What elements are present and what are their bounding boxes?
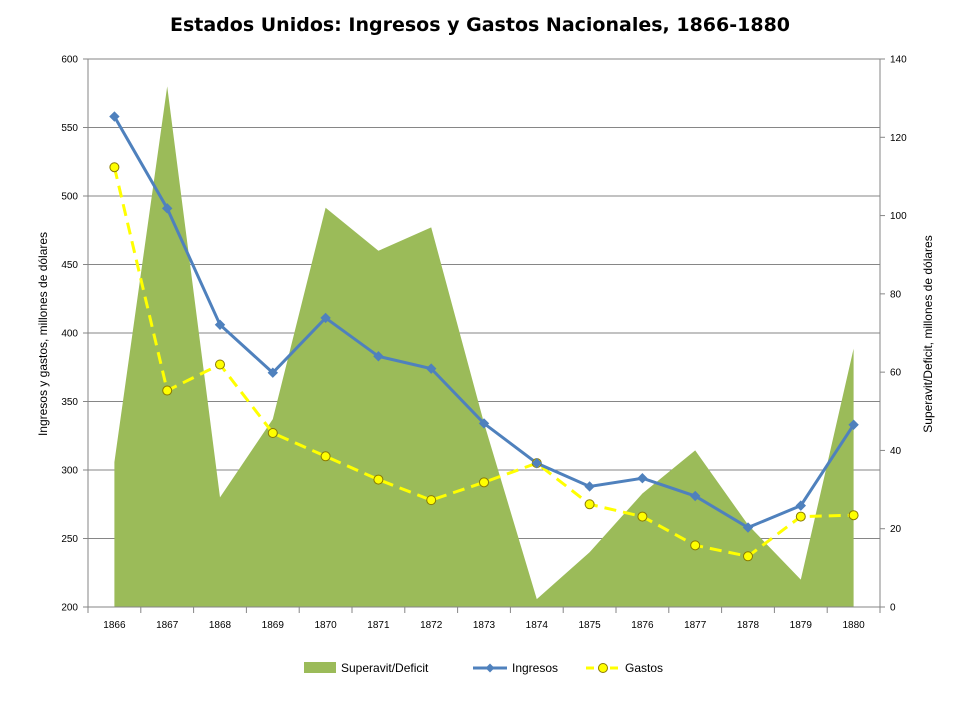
- gastos-point: [584, 499, 595, 510]
- x-tick-label: 1874: [526, 620, 549, 631]
- left-axis-label: Ingresos y gastos, millones de dólares: [36, 232, 50, 436]
- gastos-point: [795, 511, 806, 522]
- right-tick-label: 120: [890, 133, 907, 144]
- legend-marker-gastos: [598, 663, 608, 673]
- gastos-point: [426, 495, 437, 506]
- legend-swatch-superavit: [304, 662, 336, 673]
- gastos-point: [743, 551, 753, 562]
- left-tick-label: 450: [61, 260, 78, 271]
- ingresos-point: [584, 481, 595, 492]
- left-tick-label: 600: [61, 55, 78, 66]
- right-tick-label: 140: [890, 55, 907, 66]
- ingresos-point: [214, 319, 226, 330]
- ingresos-point: [689, 490, 701, 502]
- left-tick-label: 350: [61, 397, 78, 408]
- gastos-point: [373, 474, 384, 485]
- x-tick-label: 1877: [684, 620, 707, 631]
- x-tick-label: 1872: [420, 620, 443, 631]
- gastos-point: [162, 385, 173, 396]
- right-tick-label: 60: [890, 368, 902, 379]
- x-tick-label: 1866: [103, 620, 126, 631]
- gastos-line: [112, 166, 854, 558]
- ingresos-point: [531, 457, 543, 469]
- gastos-point: [637, 511, 648, 522]
- ingresos-point: [161, 203, 173, 214]
- legend-label-superavit: Superavit/Deficit: [341, 661, 429, 675]
- x-tick-label: 1878: [737, 620, 760, 631]
- ingresos-point: [267, 367, 279, 378]
- gastos-point: [267, 428, 278, 439]
- x-tick-label: 1868: [209, 620, 232, 631]
- ingresos-point: [795, 500, 807, 511]
- right-axis-label: Superavit/Deficit, millones de dólares: [921, 235, 935, 432]
- left-tick-label: 550: [61, 123, 78, 134]
- legend: Superavit/Deficit Ingresos Gastos: [304, 661, 663, 675]
- left-tick-label: 300: [61, 466, 78, 477]
- x-tick-label: 1869: [262, 620, 285, 631]
- surplus-area-layer: [114, 86, 854, 607]
- gastos-point: [320, 451, 331, 462]
- legend-marker-ingresos: [485, 663, 495, 673]
- legend-label-gastos: Gastos: [625, 661, 663, 675]
- x-tick-label: 1870: [314, 620, 337, 631]
- right-tick-label: 40: [890, 446, 902, 457]
- axes: 200 250 300 350 400 450 500 550 600 0 20 40 60 80 100 1…: [61, 55, 907, 632]
- left-tick-label: 250: [61, 534, 78, 545]
- gastos-point: [109, 162, 120, 173]
- ingresos-point: [848, 419, 859, 430]
- legend-label-ingresos: Ingresos: [512, 661, 558, 675]
- x-tick-label: 1875: [578, 620, 601, 631]
- gastos-point: [215, 359, 225, 370]
- x-tick-label: 1873: [473, 620, 496, 631]
- chart-title: Estados Unidos: Ingresos y Gastos Nacion…: [170, 14, 790, 36]
- ingresos-point: [478, 418, 490, 429]
- ingresos-point: [425, 363, 437, 374]
- x-tick-label: 1871: [367, 620, 390, 631]
- right-tick-label: 100: [890, 211, 907, 222]
- left-tick-label: 400: [61, 329, 78, 340]
- ingresos-point: [109, 111, 120, 122]
- gastos-point: [848, 510, 859, 521]
- ingresos-point: [637, 473, 648, 484]
- surplus-deficit-area: [114, 86, 854, 607]
- gastos-point: [479, 477, 489, 488]
- left-tick-label: 500: [61, 192, 78, 203]
- x-tick-label: 1867: [156, 620, 179, 631]
- line-series-layer: [109, 111, 859, 562]
- right-tick-label: 80: [890, 289, 902, 300]
- x-tick-label: 1879: [790, 620, 813, 631]
- ingresos-point: [742, 522, 754, 533]
- ingresos-point: [373, 351, 384, 362]
- right-tick-label: 20: [890, 524, 902, 535]
- left-tick-label: 200: [61, 603, 78, 614]
- ingresos-point: [320, 312, 331, 324]
- gastos-point: [690, 540, 701, 551]
- right-tick-label: 0: [890, 603, 896, 614]
- x-tick-label: 1876: [631, 620, 654, 631]
- x-tick-label: 1880: [842, 620, 865, 631]
